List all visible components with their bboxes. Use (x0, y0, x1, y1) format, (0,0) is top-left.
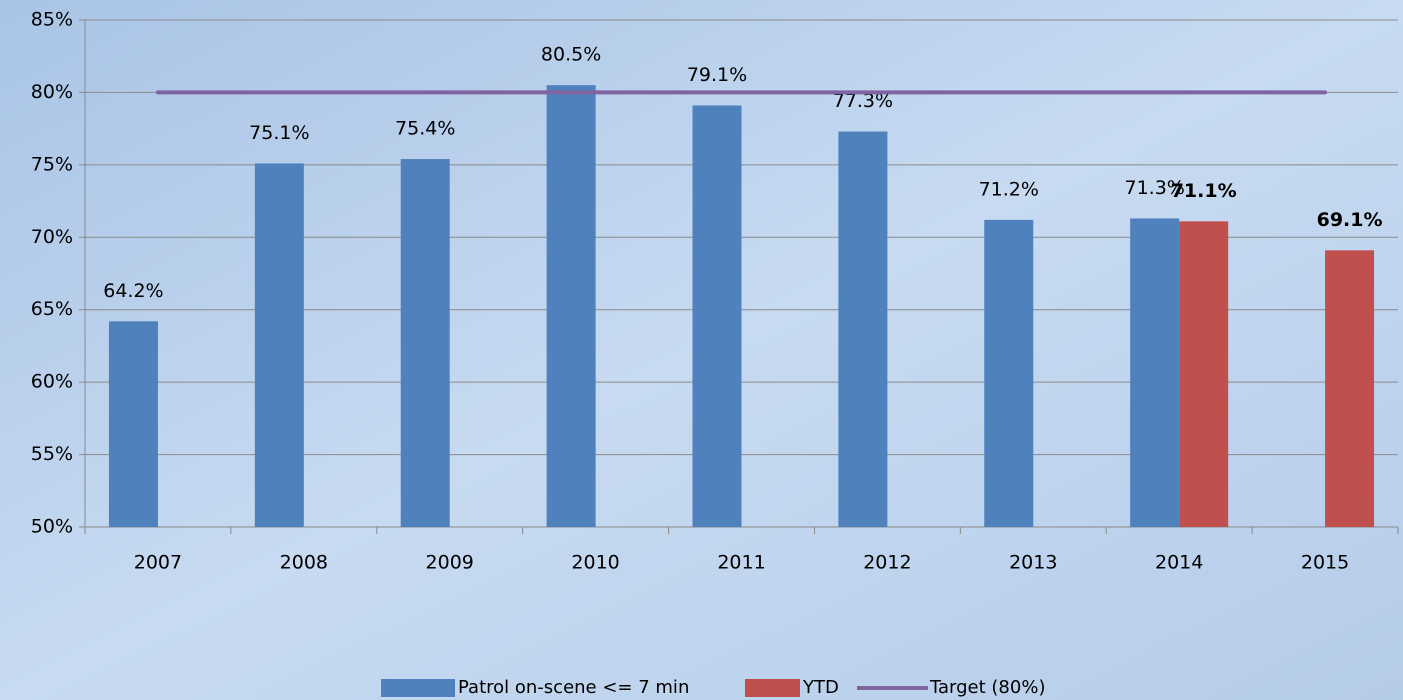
y-tick-label: 80% (31, 81, 73, 103)
data-label: 64.2% (103, 280, 163, 302)
y-tick-label: 60% (31, 371, 73, 393)
x-tick-label: 2008 (280, 552, 328, 574)
y-tick-label: 75% (31, 153, 73, 175)
bar (1179, 221, 1229, 527)
bar (400, 159, 450, 527)
x-tick-label: 2011 (717, 552, 765, 574)
data-label: 75.1% (249, 122, 309, 144)
data-label: 71.1% (1171, 180, 1237, 202)
bar (692, 105, 742, 528)
data-label: 77.3% (833, 90, 893, 112)
bar (838, 131, 888, 528)
legend-label: Target (80%) (929, 677, 1045, 698)
x-tick-label: 2013 (1009, 552, 1057, 574)
y-tick-label: 85% (31, 9, 73, 31)
data-label: 75.4% (395, 118, 455, 140)
x-tick-label: 2007 (134, 552, 182, 574)
legend-swatch (745, 679, 800, 697)
bar (984, 219, 1034, 527)
legend-label: Patrol on-scene <= 7 min (458, 677, 689, 698)
y-tick-label: 65% (31, 298, 73, 320)
y-tick-label: 55% (31, 443, 73, 465)
bar (1325, 250, 1375, 527)
data-label: 80.5% (541, 44, 601, 66)
bar (108, 321, 158, 527)
x-tick-label: 2012 (863, 552, 911, 574)
legend-swatch (381, 679, 455, 697)
x-tick-label: 2010 (571, 552, 619, 574)
data-label: 79.1% (687, 64, 747, 86)
data-label: 71.2% (979, 178, 1039, 200)
y-tick-label: 50% (31, 516, 73, 538)
bar (254, 163, 304, 527)
x-tick-label: 2015 (1301, 552, 1349, 574)
bar (546, 85, 596, 527)
data-label: 71.3% (1124, 177, 1184, 199)
bar (1130, 218, 1180, 527)
x-tick-label: 2009 (426, 552, 474, 574)
data-label: 69.1% (1317, 209, 1383, 231)
y-tick-label: 70% (31, 226, 73, 248)
x-tick-label: 2014 (1155, 552, 1203, 574)
legend-label: YTD (802, 677, 839, 698)
